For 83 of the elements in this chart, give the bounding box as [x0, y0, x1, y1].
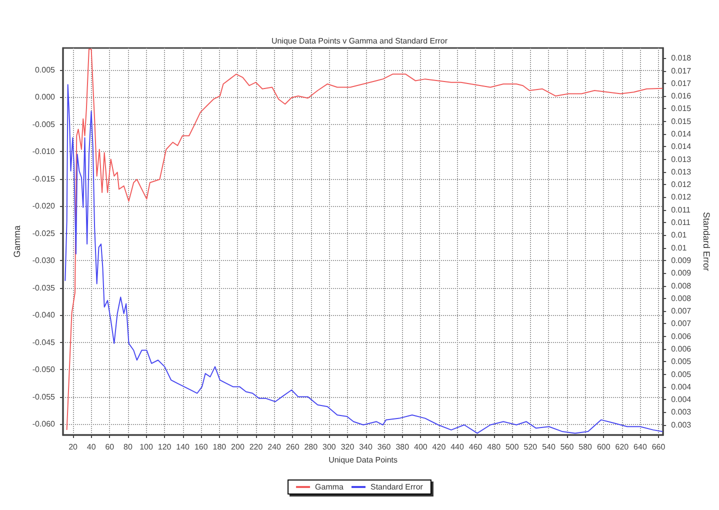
y2-tick-label: 0.015	[671, 104, 692, 114]
x-tick-label: 640	[634, 442, 648, 452]
y2-tick-label: 0.007	[671, 319, 692, 328]
x-tick-label: 540	[542, 442, 556, 452]
x-tick-label: 560	[560, 442, 574, 452]
y2-tick-label: 0.014	[671, 142, 692, 152]
y-tick-label: -0.030	[32, 256, 56, 266]
x-tick-label: 460	[468, 442, 483, 452]
y2-tick-label: 0.006	[671, 344, 692, 354]
x-tick-label: 320	[340, 442, 355, 452]
y-tick-label: -0.015	[32, 174, 56, 184]
x-tick-label: 200	[231, 442, 245, 452]
y-tick-label: -0.025	[32, 228, 56, 238]
y-tick-label: -0.020	[32, 202, 56, 211]
y-tick-label: -0.005	[32, 120, 56, 129]
x-tick-label: 60	[105, 442, 115, 452]
x-tick-label: 260	[286, 442, 300, 452]
x-tick-label: 480	[487, 442, 502, 452]
y2-tick-label: 0.007	[671, 306, 692, 316]
x-tick-label: 20	[68, 442, 78, 452]
legend-label: Gamma	[315, 482, 344, 492]
y2-tick-label: 0.018	[671, 54, 692, 63]
y2-tick-label: 0.012	[671, 192, 692, 202]
y2-tick-label: 0.005	[671, 357, 692, 366]
y-tick-label: -0.035	[32, 283, 56, 292]
x-axis-title: Unique Data Points	[328, 455, 398, 464]
y2-tick-label: 0.005	[671, 370, 692, 379]
x-tick-label: 180	[212, 442, 227, 452]
y2-tick-label: 0.004	[671, 395, 692, 404]
y2-tick-label: 0.004	[671, 382, 692, 392]
y-tick-label: 0.005	[34, 65, 56, 74]
x-tick-label: 220	[249, 442, 264, 452]
y-tick-label: -0.060	[32, 420, 56, 429]
y2-tick-label: 0.017	[671, 78, 692, 88]
x-tick-label: 100	[140, 442, 154, 452]
x-tick-label: 360	[377, 442, 392, 452]
y-tick-label: -0.055	[32, 392, 56, 402]
y2-tick-label: 0.009	[671, 256, 692, 265]
y2-tick-label: 0.003	[671, 420, 692, 430]
y-tick-label: 0.000	[34, 92, 56, 102]
y2-tick-label: 0.011	[671, 218, 692, 228]
y-tick-label: -0.010	[32, 147, 56, 156]
chart-title: Unique Data Points v Gamma and Standard Error	[271, 36, 448, 46]
x-tick-label: 600	[596, 442, 611, 452]
y-tick-label: -0.040	[32, 310, 56, 320]
x-tick-label: 160	[194, 442, 208, 452]
y2-tick-label: 0.009	[671, 268, 692, 278]
x-tick-label: 660	[652, 442, 666, 452]
x-tick-label: 400	[414, 442, 428, 452]
y2-tick-label: 0.015	[671, 116, 692, 126]
x-tick-label: 120	[158, 442, 172, 452]
y2-tick-label: 0.013	[671, 167, 692, 176]
y2-tick-label: 0.014	[671, 130, 692, 138]
x-tick-label: 80	[123, 442, 133, 452]
y2-tick-label: 0.01	[671, 243, 688, 252]
y2-tick-label: 0.008	[671, 281, 692, 290]
x-tick-label: 300	[322, 442, 336, 452]
y-tick-label: -0.045	[32, 338, 56, 347]
y2-tick-label: 0.003	[671, 408, 692, 417]
x-tick-label: 440	[450, 442, 464, 452]
y2-tick-label: 0.017	[671, 66, 692, 76]
y-axis-title: Gamma	[12, 225, 22, 258]
y2-tick-label: 0.01	[671, 230, 688, 240]
y2-tick-label: 0.011	[671, 205, 692, 214]
x-tick-label: 380	[396, 442, 410, 452]
x-tick-label: 420	[432, 442, 446, 452]
x-tick-label: 240	[268, 442, 282, 452]
x-tick-label: 280	[304, 442, 318, 452]
y2-axis-title: Standard Error	[702, 212, 712, 272]
x-tick-label: 500	[505, 442, 520, 452]
x-tick-label: 40	[86, 442, 96, 452]
x-tick-label: 140	[176, 442, 190, 452]
y2-tick-label: 0.016	[671, 92, 692, 101]
y-tick-label: -0.050	[32, 365, 56, 374]
y2-tick-label: 0.013	[671, 154, 692, 164]
x-tick-label: 580	[578, 442, 593, 452]
y2-tick-label: 0.006	[671, 332, 692, 341]
x-tick-label: 340	[359, 442, 374, 452]
y2-tick-label: 0.008	[671, 294, 692, 303]
x-tick-label: 620	[615, 442, 630, 452]
legend-label: Standard Error	[370, 482, 424, 492]
x-tick-label: 520	[524, 442, 538, 452]
y2-tick-label: 0.012	[671, 180, 692, 190]
